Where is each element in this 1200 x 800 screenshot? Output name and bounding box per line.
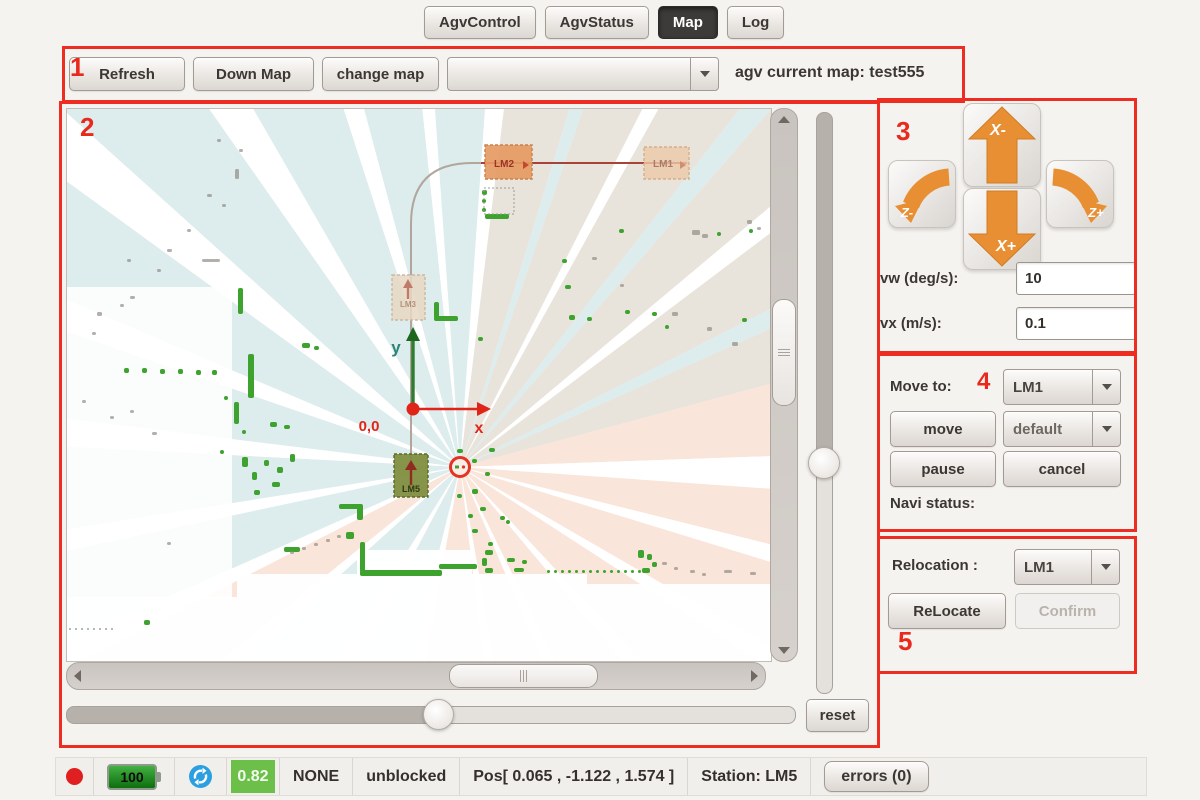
confidence-value: 0.82 — [237, 767, 269, 785]
map-canvas[interactable]: LM2 LM1 LM3 LM5 y x 0,0 — [66, 108, 772, 662]
mode-value: NONE — [293, 767, 340, 785]
jog-rotate-left-button[interactable]: Z- — [888, 160, 956, 228]
battery-cell: 100 — [94, 758, 175, 795]
change-map-button[interactable]: change map — [322, 57, 439, 91]
map-select[interactable] — [447, 57, 719, 91]
map-marker-LM2: LM2 — [484, 144, 533, 180]
position-value: Pos[ 0.065 , -1.122 , 1.574 ] — [473, 767, 675, 785]
confirm-button[interactable]: Confirm — [1015, 593, 1120, 629]
move-profile-value: default — [1013, 420, 1063, 438]
relocation-label: Relocation : — [892, 557, 978, 574]
map-marker-LM3: LM3 — [391, 274, 426, 321]
robot-pose-indicator — [449, 456, 471, 478]
chevron-down-icon[interactable] — [690, 58, 718, 90]
jog-rotate-right-button[interactable]: Z+ — [1046, 160, 1114, 228]
tab-agvstatus[interactable]: AgvStatus — [544, 6, 649, 39]
scroll-up-icon[interactable] — [778, 116, 790, 123]
map-vertical-scrollbar[interactable] — [770, 108, 798, 662]
svg-text:x: x — [475, 420, 484, 437]
confidence-cell: 0.82 — [227, 758, 280, 795]
svg-text:0,0: 0,0 — [359, 418, 380, 435]
move-button[interactable]: move — [890, 411, 996, 447]
relocation-select[interactable]: LM1 — [1014, 549, 1120, 585]
current-map-label: agv current map: test555 — [735, 64, 925, 81]
svg-text:LM3: LM3 — [400, 300, 417, 309]
svg-text:LM2: LM2 — [494, 159, 514, 170]
down-map-button[interactable]: Down Map — [193, 57, 314, 91]
map-select-value — [448, 58, 690, 90]
annotation-num-4: 4 — [977, 368, 991, 395]
scroll-left-icon[interactable] — [74, 670, 81, 682]
annotation-num-3: 3 — [896, 116, 911, 146]
svg-text:y: y — [391, 338, 401, 357]
blocked-cell: unblocked — [353, 758, 461, 795]
tab-log[interactable]: Log — [726, 6, 785, 39]
vertical-scrollbar-thumb[interactable] — [772, 299, 796, 406]
svg-text:LM1: LM1 — [653, 159, 673, 170]
jog-backward-label: X+ — [995, 238, 1016, 255]
battery-icon: 100 — [107, 763, 161, 790]
battery-value: 100 — [120, 768, 144, 785]
svg-text:LM5: LM5 — [402, 484, 420, 494]
chevron-down-icon[interactable] — [1092, 412, 1120, 446]
move-to-label: Move to: — [890, 378, 952, 395]
mode-cell: NONE — [280, 758, 354, 795]
tab-map[interactable]: Map — [657, 6, 718, 39]
jog-backward-button[interactable]: X+ — [963, 188, 1041, 270]
jog-rotate-left-label: Z- — [900, 205, 913, 220]
pause-button[interactable]: pause — [890, 451, 996, 487]
tab-agvcontrol[interactable]: AgvControl — [424, 6, 536, 39]
chevron-down-icon[interactable] — [1092, 370, 1120, 404]
reset-button[interactable]: reset — [806, 699, 869, 732]
blocked-value: unblocked — [366, 767, 447, 785]
map-horizontal-scrollbar[interactable] — [66, 662, 766, 690]
sync-icon — [189, 765, 212, 788]
move-target-select[interactable]: LM1 — [1003, 369, 1121, 405]
scroll-down-icon[interactable] — [778, 647, 790, 654]
refresh-button[interactable]: Refresh — [69, 57, 185, 91]
horizontal-scrollbar-thumb[interactable] — [449, 664, 598, 688]
jog-rotate-right-label: Z+ — [1087, 205, 1104, 220]
tab-bar: AgvControl AgvStatus Map Log — [424, 6, 785, 39]
move-target-value: LM1 — [1013, 378, 1043, 396]
record-indicator-cell — [56, 758, 94, 795]
navi-status-label: Navi status: — [890, 495, 976, 512]
cancel-button[interactable]: cancel — [1003, 451, 1121, 487]
annotation-num-5: 5 — [898, 626, 913, 656]
vertical-slider-handle[interactable] — [808, 447, 840, 479]
vw-input[interactable]: 10 — [1016, 262, 1136, 295]
relocate-button[interactable]: ReLocate — [888, 593, 1006, 629]
move-profile-select[interactable]: default — [1003, 411, 1121, 447]
map-svg[interactable]: LM2 LM1 LM3 LM5 y x 0,0 — [67, 109, 771, 661]
errors-button[interactable]: errors (0) — [824, 761, 929, 792]
map-marker-LM5: LM5 — [393, 453, 429, 498]
station-value: Station: LM5 — [701, 767, 798, 785]
relocation-value: LM1 — [1024, 558, 1054, 576]
map-vertical-slider[interactable] — [816, 112, 833, 694]
record-dot-icon — [66, 768, 83, 785]
map-axes: y x 0,0 — [359, 327, 491, 437]
position-cell: Pos[ 0.065 , -1.122 , 1.574 ] — [460, 758, 689, 795]
scroll-right-icon[interactable] — [751, 670, 758, 682]
errors-cell: errors (0) — [811, 758, 941, 795]
chevron-down-icon[interactable] — [1091, 550, 1119, 584]
sync-cell — [175, 758, 227, 795]
station-cell: Station: LM5 — [688, 758, 812, 795]
zoom-slider-handle[interactable] — [423, 699, 454, 730]
jog-forward-label: X- — [989, 122, 1006, 139]
vx-input[interactable]: 0.1 — [1016, 307, 1136, 340]
jog-forward-button[interactable]: X- — [963, 103, 1041, 187]
vw-label: vw (deg/s): — [880, 270, 959, 287]
vx-label: vx (m/s): — [880, 315, 942, 332]
map-marker-LM1: LM1 — [643, 146, 690, 180]
status-bar: 100 0.82 NONE unblocked Pos[ 0.065 , -1.… — [55, 757, 1147, 796]
